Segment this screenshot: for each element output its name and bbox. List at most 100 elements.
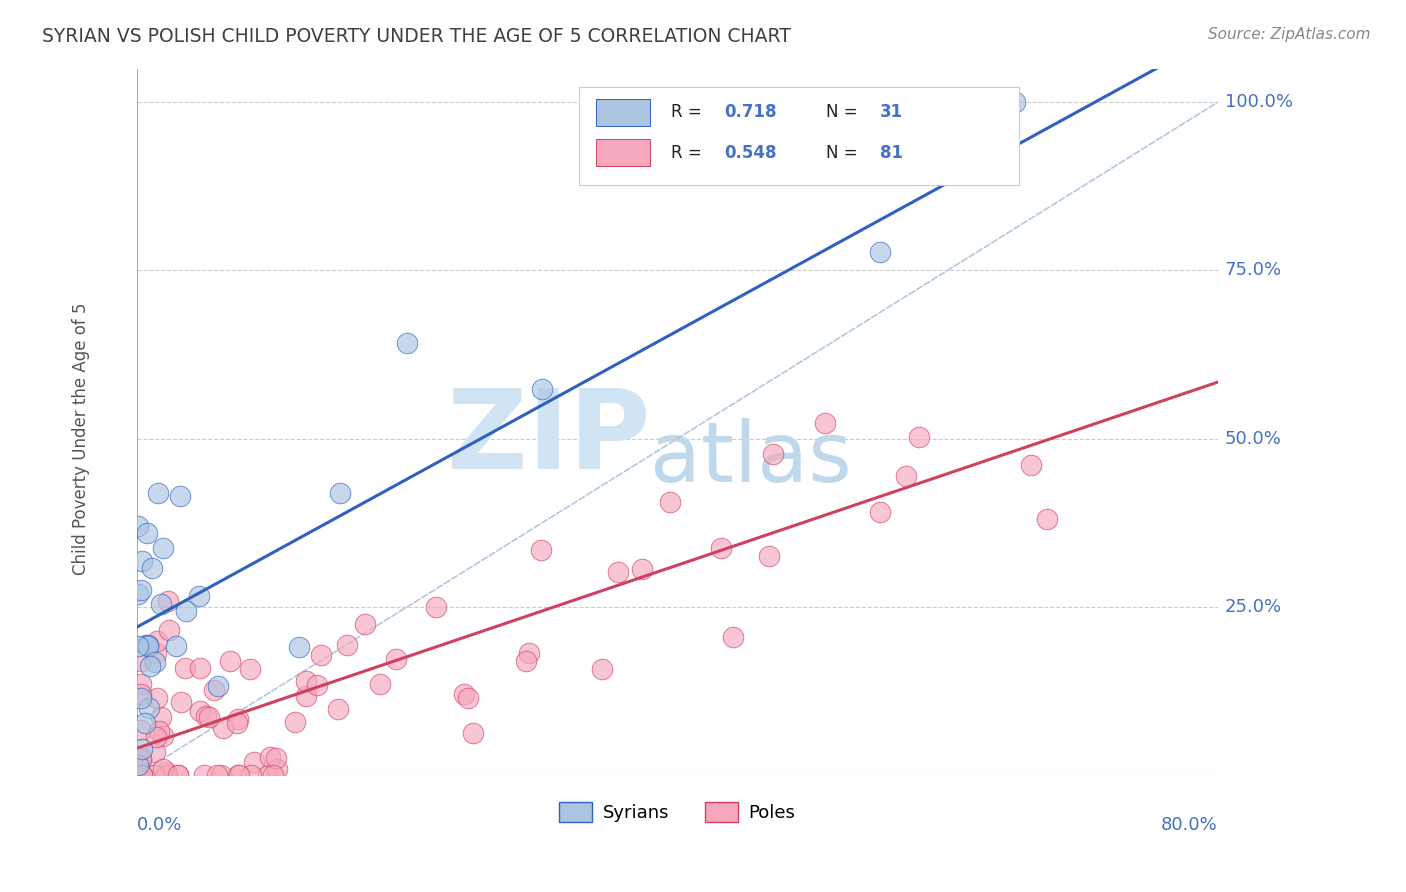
Point xyxy=(131,750,153,764)
Point xyxy=(329,486,352,500)
Point xyxy=(131,768,153,782)
Point xyxy=(141,561,163,575)
Point xyxy=(284,715,307,730)
Point xyxy=(174,604,197,618)
FancyBboxPatch shape xyxy=(579,87,1019,185)
Point xyxy=(131,554,153,568)
Text: 0.548: 0.548 xyxy=(724,144,778,161)
Point xyxy=(257,768,280,782)
Point xyxy=(396,335,419,350)
Point xyxy=(1019,458,1042,472)
Point xyxy=(218,654,240,668)
Text: Source: ZipAtlas.com: Source: ZipAtlas.com xyxy=(1208,27,1371,42)
Text: R =: R = xyxy=(671,103,707,121)
Point xyxy=(239,662,262,676)
Text: 31: 31 xyxy=(880,103,903,121)
Text: ZIP: ZIP xyxy=(447,385,651,492)
Point xyxy=(425,600,447,615)
Point xyxy=(228,768,250,782)
Point xyxy=(762,447,785,461)
Point xyxy=(149,709,172,723)
Point xyxy=(814,416,837,430)
Point xyxy=(659,495,682,509)
Text: Child Poverty Under the Age of 5: Child Poverty Under the Age of 5 xyxy=(72,302,90,575)
Point xyxy=(166,768,188,782)
Point xyxy=(187,589,209,603)
Point xyxy=(295,674,318,689)
Point xyxy=(195,708,218,723)
Point xyxy=(336,638,359,652)
Point xyxy=(156,768,179,782)
Point xyxy=(131,768,153,782)
Point xyxy=(150,597,173,611)
Point xyxy=(129,687,152,701)
Point xyxy=(264,751,287,765)
Point xyxy=(869,505,891,519)
Point xyxy=(193,768,215,782)
Text: 80.0%: 80.0% xyxy=(1161,815,1218,833)
Point xyxy=(453,687,475,701)
Point xyxy=(146,691,169,706)
Text: atlas: atlas xyxy=(651,418,852,500)
Point xyxy=(129,583,152,598)
Point xyxy=(228,768,250,782)
Point xyxy=(262,768,284,782)
Point xyxy=(326,702,349,716)
Point xyxy=(1004,95,1026,110)
Point xyxy=(353,617,375,632)
Point xyxy=(145,646,167,660)
Point xyxy=(226,712,249,726)
Point xyxy=(165,639,187,653)
Point xyxy=(136,639,159,653)
Point xyxy=(129,723,152,737)
Point xyxy=(174,661,197,675)
Point xyxy=(129,654,152,668)
Point xyxy=(152,762,174,776)
Point xyxy=(240,768,263,782)
Point xyxy=(266,762,288,776)
Point xyxy=(131,742,153,756)
Legend: Syrians, Poles: Syrians, Poles xyxy=(553,795,803,830)
Point xyxy=(1036,512,1059,526)
Point xyxy=(721,631,744,645)
Text: 0.0%: 0.0% xyxy=(136,815,183,833)
Point xyxy=(145,634,167,648)
Point xyxy=(135,639,157,653)
Point xyxy=(243,756,266,770)
Point xyxy=(170,695,193,709)
Point xyxy=(198,710,221,724)
Point xyxy=(190,704,212,718)
Bar xyxy=(596,139,651,166)
Point xyxy=(157,593,180,607)
Point xyxy=(127,519,149,533)
Point xyxy=(152,541,174,555)
Point xyxy=(225,715,247,730)
Point xyxy=(146,485,169,500)
Point xyxy=(309,648,332,663)
Point xyxy=(134,715,156,730)
Point xyxy=(463,726,485,740)
Point xyxy=(294,689,316,703)
Point xyxy=(129,768,152,782)
Point xyxy=(305,678,328,692)
Point xyxy=(167,768,190,782)
Point xyxy=(143,745,166,759)
Point xyxy=(127,640,149,654)
Point xyxy=(710,541,733,556)
Point xyxy=(515,654,537,668)
Point xyxy=(212,722,235,736)
Point xyxy=(129,690,152,705)
Text: N =: N = xyxy=(825,103,863,121)
Point xyxy=(152,730,174,744)
Text: N =: N = xyxy=(825,144,863,161)
Point xyxy=(385,652,408,666)
Point xyxy=(894,468,917,483)
Point xyxy=(207,679,229,693)
Point xyxy=(758,549,780,563)
Point xyxy=(531,382,554,396)
Point xyxy=(517,646,540,660)
Point xyxy=(155,764,177,779)
Point xyxy=(136,639,159,653)
Point xyxy=(368,677,391,691)
Point xyxy=(869,244,891,259)
